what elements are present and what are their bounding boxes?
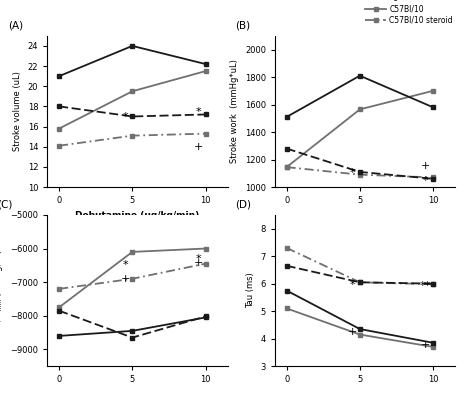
Legend: $Sgcd$-null, $Sgcd$-null steroid, C57Bl/10, C57Bl/10 steroid: $Sgcd$-null, $Sgcd$-null steroid, C57Bl/… (365, 0, 455, 24)
Text: +: + (421, 160, 430, 171)
Text: *: * (350, 280, 356, 290)
Text: *: * (122, 111, 128, 121)
Text: +: + (120, 274, 130, 284)
Text: (A): (A) (8, 20, 23, 30)
Text: *: * (350, 168, 356, 178)
Text: (D): (D) (235, 199, 251, 209)
Text: *: * (122, 260, 128, 270)
Text: **: ** (420, 281, 431, 291)
Y-axis label: Tau (ms): Tau (ms) (246, 273, 255, 308)
Text: +: + (193, 142, 203, 152)
Text: +: + (193, 258, 203, 268)
Text: (C): (C) (0, 199, 12, 209)
X-axis label: Dobutamine (ug/kg/min): Dobutamine (ug/kg/min) (75, 211, 200, 220)
Y-axis label: dP/dt$_{min}$ (mmhg/uL): dP/dt$_{min}$ (mmhg/uL) (0, 249, 5, 332)
Y-axis label: Stroke work  (mmHg*uL): Stroke work (mmHg*uL) (230, 60, 239, 163)
Text: *: * (195, 107, 201, 117)
Text: *: * (423, 176, 428, 186)
Text: +: + (421, 339, 430, 350)
Text: (B): (B) (235, 20, 250, 30)
Text: *: * (195, 254, 201, 263)
Y-axis label: Stroke volume (uL): Stroke volume (uL) (13, 72, 22, 151)
Text: +: + (348, 327, 357, 337)
